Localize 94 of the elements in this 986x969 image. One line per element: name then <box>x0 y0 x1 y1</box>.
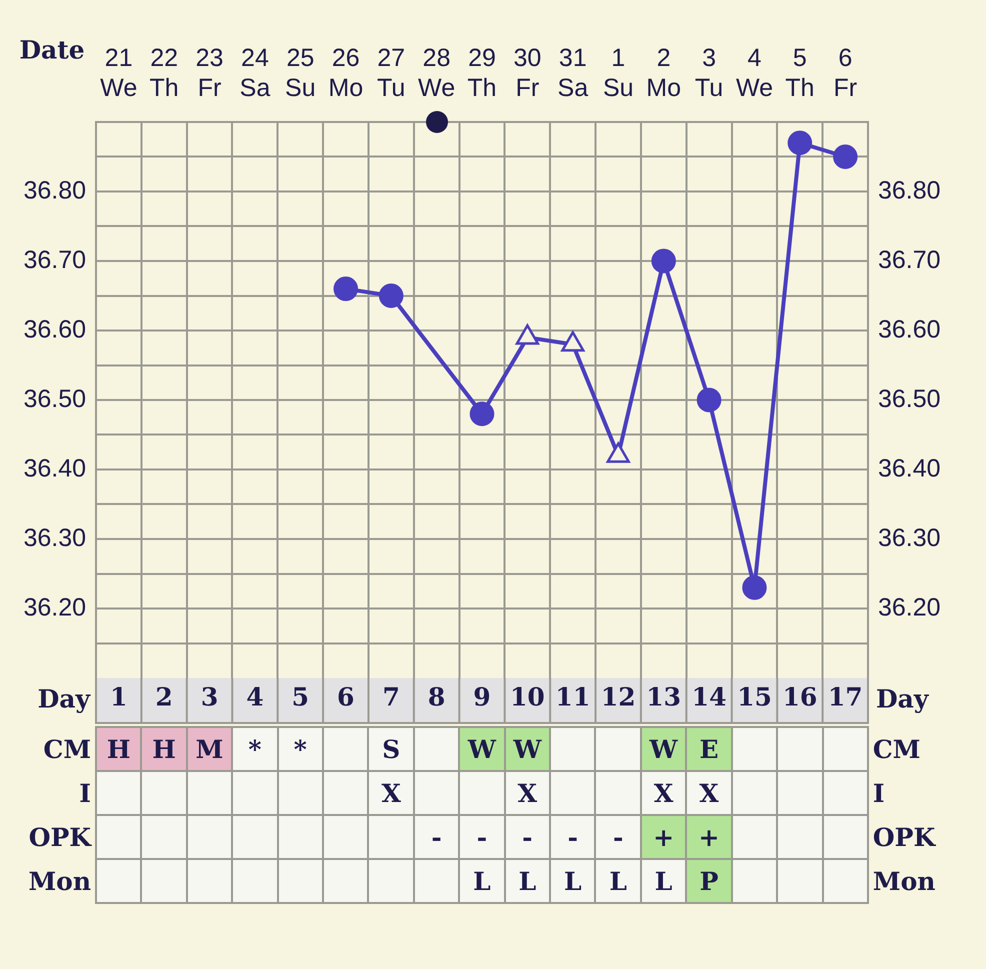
x-tick-label: 26 Mo <box>328 44 364 102</box>
x2-tick-label: 13 <box>646 682 682 712</box>
table-cell: L <box>640 859 686 903</box>
table-cell: P <box>686 859 732 903</box>
y2-tick-label: 36.70 <box>878 246 941 274</box>
x2-tick-label: 5 <box>292 682 310 712</box>
x2-tick-label: 4 <box>246 682 264 712</box>
x2-tick-label: 9 <box>473 682 491 712</box>
y2-tick-label: 36.30 <box>878 524 941 552</box>
x2-tick-label: 14 <box>692 682 726 712</box>
table-cell: * <box>278 727 324 771</box>
y2-tick-label: 36.20 <box>878 593 941 622</box>
table-cell: X <box>504 771 550 815</box>
table-cell: L <box>504 859 550 903</box>
x-tick-label: 30 Fr <box>514 44 542 102</box>
x2-tick-label: 6 <box>337 682 354 712</box>
table-cell: + <box>686 815 732 859</box>
point <box>833 144 858 169</box>
table-cell: * <box>232 727 278 771</box>
y2-tick-label: 36.60 <box>878 315 941 344</box>
category-label: I <box>79 778 91 808</box>
x2-tick-label: 7 <box>382 682 400 712</box>
y-tick-label: 36.50 <box>23 384 86 413</box>
table-cell: - <box>414 815 460 859</box>
x2-tick-label: 17 <box>828 682 863 712</box>
table-cell: L <box>550 859 596 903</box>
table-cell: S <box>368 727 414 771</box>
table-cell: - <box>550 815 596 859</box>
x-tick-label: 29 Th <box>467 44 497 102</box>
text: Day <box>876 684 928 714</box>
x-tick-label: 23 Fr <box>196 44 224 102</box>
point <box>742 575 767 600</box>
category-label: OPK <box>28 822 91 852</box>
x-tick-label: 31 Sa <box>558 44 588 102</box>
table-cell: + <box>640 815 686 859</box>
table-cell: - <box>595 815 641 859</box>
point <box>651 248 676 274</box>
table-cell: W <box>640 727 686 771</box>
x2-axis-title: Day <box>38 684 92 714</box>
y-tick-label: 36.80 <box>23 176 86 204</box>
table-cell: - <box>504 815 550 859</box>
table-cell: L <box>459 859 505 903</box>
x-tick-label: 27 Tu <box>377 44 406 102</box>
x-tick-label: 24 Sa <box>240 44 270 102</box>
x2-tick-label: 1 <box>110 682 128 712</box>
x-tick-label: 1 Su <box>602 44 634 102</box>
x-tick-label: 4 We <box>736 44 773 102</box>
point <box>788 130 812 156</box>
point <box>470 402 494 426</box>
y2-tick-label: 36.40 <box>878 454 941 482</box>
x-tick-label: 25 Su <box>285 44 316 102</box>
category-label: OPK <box>872 822 936 852</box>
x2-tick-label: 12 <box>600 682 636 712</box>
x-tick-label: 22 Th <box>150 44 179 102</box>
x-tick-label: 5 Th <box>785 44 814 102</box>
y-tick-label: 36.20 <box>23 593 86 622</box>
table-cell: X <box>640 771 686 815</box>
table-cell: X <box>368 771 414 815</box>
table-cell: - <box>459 815 505 859</box>
table-cell: H <box>96 727 142 771</box>
table-cell: H <box>141 727 187 771</box>
point <box>378 284 404 308</box>
category-label: CM <box>872 734 920 764</box>
table-cell: W <box>459 727 505 771</box>
table-cell: W <box>504 727 550 771</box>
x-tick-label: 2 Mo <box>646 44 682 102</box>
y2-tick-label: 36.80 <box>878 176 941 204</box>
x2-tick-label: 11 <box>555 682 590 712</box>
x-tick-label: 6 Fr <box>833 44 858 102</box>
x2-tick-label: 3 <box>200 682 218 712</box>
table-cell: E <box>686 727 732 771</box>
y2-tick-label: 36.50 <box>878 384 941 413</box>
x2-tick-label: 16 <box>782 682 818 712</box>
x2-tick-label: 15 <box>737 682 772 712</box>
table-cell: M <box>186 727 232 771</box>
y-tick-label: 36.30 <box>23 524 86 552</box>
category-label: Mon <box>872 866 936 896</box>
x-tick-label: 3 Tu <box>694 44 724 102</box>
category-label: CM <box>43 734 91 764</box>
x2-tick-label: 8 <box>428 682 446 712</box>
point <box>696 388 722 412</box>
x-axis-title: Date <box>19 36 85 64</box>
x-tick-label: 28 We <box>418 44 456 102</box>
table-cell: L <box>595 859 641 903</box>
x-tick-label: 21 We <box>100 44 138 102</box>
x2-tick-label: 10 <box>510 682 545 712</box>
y-tick-label: 36.60 <box>23 315 86 344</box>
x2-tick-label: 2 <box>155 682 173 712</box>
y-tick-label: 36.70 <box>23 246 86 274</box>
table-cell: X <box>686 771 732 815</box>
category-label: Mon <box>28 866 91 896</box>
point <box>334 276 358 302</box>
category-label: I <box>872 778 885 808</box>
y-tick-label: 36.40 <box>23 454 86 482</box>
